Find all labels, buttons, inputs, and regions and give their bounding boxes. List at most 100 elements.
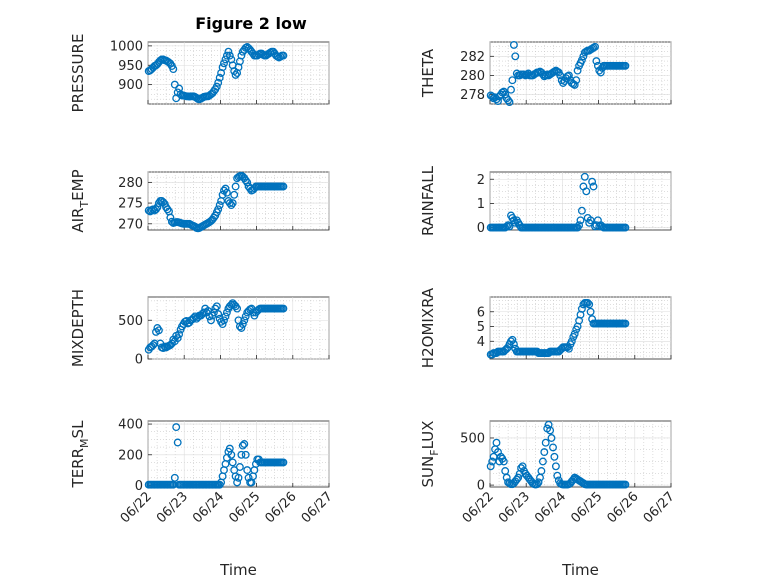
x-tick-label: 06/23 [496, 489, 533, 526]
data-point [577, 206, 586, 215]
y-tick-label: 2 [477, 173, 485, 188]
data-point [153, 203, 162, 212]
y-axis-label: THETA [419, 48, 437, 98]
subplot-6: 456 H2OMIXRA [419, 287, 672, 368]
data-point [553, 471, 562, 480]
series-markers [144, 423, 288, 489]
subplot-1: 900 950 1000 PRESSURE [69, 34, 330, 113]
y-tick-label: 0 [135, 353, 143, 368]
series-markers [144, 299, 288, 354]
data-point [212, 82, 221, 91]
data-point [564, 71, 573, 80]
data-point [173, 438, 182, 447]
data-point [218, 63, 227, 72]
data-point [577, 56, 586, 65]
data-point [149, 341, 158, 350]
data-point [222, 51, 231, 60]
data-point [508, 335, 517, 344]
data-point [549, 443, 557, 452]
data-point [279, 182, 288, 191]
data-point [222, 308, 231, 317]
data-point [509, 40, 518, 49]
x-tick-label: 06/25 [568, 489, 605, 526]
data-point [163, 205, 172, 214]
y-tick-label: 280 [118, 176, 143, 191]
data-point [220, 316, 228, 325]
data-point [588, 177, 597, 186]
x-axis-label: Time [561, 561, 599, 579]
data-point [538, 457, 547, 466]
data-point [241, 176, 250, 185]
data-point [514, 473, 523, 482]
data-point [592, 57, 601, 66]
data-point [511, 52, 520, 61]
y-axis-label: PRESSURE [69, 34, 87, 113]
data-point [231, 70, 240, 79]
data-point [583, 298, 592, 307]
data-point [228, 199, 237, 208]
data-point [596, 68, 605, 77]
series-markers [486, 40, 630, 107]
data-point [215, 73, 224, 82]
data-point [230, 190, 239, 199]
series-markers [486, 420, 630, 489]
subplot-3: 270 275 280 AIRTEMP [69, 169, 330, 233]
data-point [505, 98, 514, 107]
subplot-8: 0 500 06/22 06/23 06/24 06/25 06/26 06/27 Time SU… [419, 421, 678, 579]
y-axis-label: AIRTEMP [69, 169, 91, 232]
data-point [231, 182, 240, 191]
y-tick-label: 1000 [110, 39, 143, 54]
y-tick-label: 500 [118, 314, 143, 329]
data-point [564, 344, 573, 353]
y-tick-label: 278 [460, 88, 485, 103]
data-point [214, 205, 223, 214]
series-markers [144, 171, 288, 233]
y-tick-label: 500 [460, 431, 485, 446]
y-tick-label: 0 [135, 479, 143, 494]
y-axis-label: MIXDEPTH [69, 289, 87, 367]
data-point [170, 473, 179, 482]
data-point [237, 324, 246, 332]
data-point [567, 337, 576, 346]
y-tick-label: 1 [477, 197, 485, 212]
subplot-5: 0 500 MIXDEPTH [69, 289, 330, 368]
data-point [504, 221, 513, 230]
y-tick-label: 280 [460, 69, 485, 84]
data-point [215, 201, 224, 210]
x-axis-label: Time [219, 561, 257, 579]
y-tick-label: 200 [118, 448, 143, 463]
y-tick-label: 5 [477, 320, 485, 335]
subplot-7: 0 200 400 06/22 06/23 06/24 06/25 06/26 06/27 Tim… [69, 418, 336, 579]
data-point [621, 61, 630, 70]
data-point [504, 96, 513, 105]
y-tick-label: 400 [118, 418, 143, 433]
data-point [570, 80, 579, 89]
data-point [585, 300, 594, 309]
data-point [573, 66, 582, 75]
x-tick-label: 06/22 [118, 489, 155, 526]
data-point [507, 85, 515, 94]
data-point [238, 441, 247, 450]
data-point [170, 80, 179, 89]
data-point [228, 458, 237, 467]
data-point [237, 450, 246, 459]
data-point [518, 462, 527, 471]
data-point [537, 467, 546, 475]
data-point [240, 316, 249, 325]
data-point [279, 51, 288, 60]
data-point [218, 320, 227, 329]
data-point [212, 302, 221, 311]
data-point [533, 480, 542, 489]
series-markers [144, 43, 288, 104]
data-point [509, 340, 518, 349]
data-point [502, 222, 511, 231]
data-point [154, 326, 163, 335]
y-axis-label: H2OMIXRA [419, 287, 437, 368]
data-point [505, 222, 514, 231]
data-point [169, 65, 178, 74]
y-axis-label: RAINFALL [419, 165, 437, 236]
subplot-4: 0 1 2 RAINFALL [419, 165, 672, 236]
x-tick-label: 06/26 [605, 489, 642, 526]
data-point [486, 462, 495, 471]
